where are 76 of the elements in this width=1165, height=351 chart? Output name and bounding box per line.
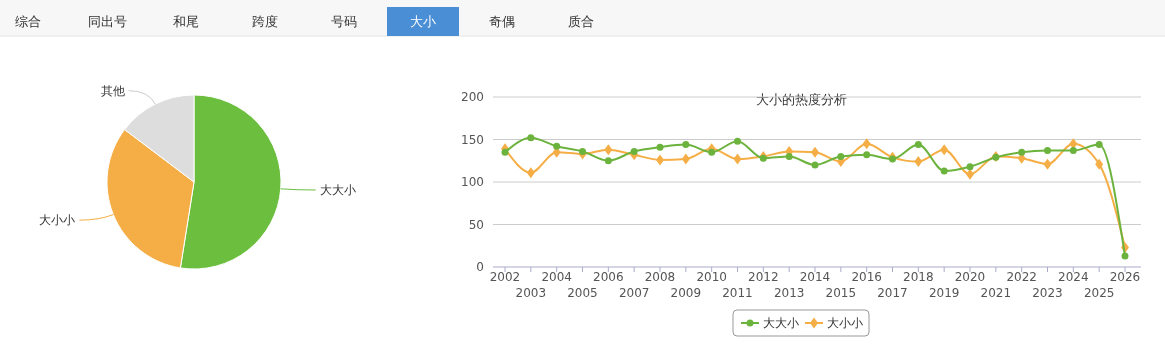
point	[914, 156, 923, 168]
category-label: 和尾	[173, 14, 199, 29]
x-tick-label: 2024	[1058, 270, 1089, 284]
x-tick-label: 2010	[696, 270, 727, 284]
point	[604, 157, 612, 165]
slice-label: 大大小	[319, 183, 356, 197]
x-tick-label: 2002	[489, 270, 521, 284]
point	[734, 137, 741, 145]
point	[889, 155, 896, 163]
slice-label: 其他	[100, 83, 125, 98]
point	[1095, 158, 1104, 170]
x-tick-label: 2006	[593, 270, 624, 284]
x-tick-label: 2011	[722, 286, 753, 300]
point	[656, 143, 664, 151]
point	[863, 151, 871, 159]
point	[526, 167, 535, 179]
x-tick-label: 2017	[877, 286, 908, 300]
x-tick-label: 2019	[928, 286, 960, 300]
category-label: 综合	[15, 14, 41, 29]
point	[682, 141, 690, 149]
y-tick-label: 200	[461, 90, 484, 104]
point	[811, 161, 819, 169]
point	[527, 134, 535, 142]
point	[914, 141, 922, 149]
category-label: 质合	[568, 14, 594, 29]
x-tick-label: 2013	[773, 286, 805, 300]
x-tick-label: 2004	[541, 270, 572, 284]
point	[785, 153, 793, 160]
x-tick-label: 2020	[954, 270, 986, 284]
x-tick-label: 2003	[515, 286, 547, 300]
category-label: 同出号	[87, 14, 127, 29]
point	[837, 153, 845, 160]
point	[681, 153, 690, 165]
x-tick-label: 2008	[644, 270, 676, 284]
y-tick-label: 50	[468, 217, 484, 232]
x-tick-label: 2016	[851, 270, 882, 284]
x-tick-label: 2005	[567, 286, 598, 300]
point	[862, 138, 871, 150]
point	[1018, 148, 1026, 156]
x-tick-label: 2009	[670, 286, 702, 300]
x-tick-label: 2022	[1006, 270, 1037, 284]
point	[579, 147, 586, 155]
point	[630, 147, 638, 155]
x-tick-label: 2015	[825, 286, 857, 300]
x-tick-label: 2012	[748, 270, 779, 284]
chart-title: 大小的热度分析	[755, 92, 847, 107]
y-tick-label: 150	[461, 132, 484, 147]
point	[708, 148, 716, 156]
point	[553, 142, 561, 150]
y-tick-label: 100	[461, 175, 484, 189]
category-label: 号码	[331, 14, 357, 29]
x-tick-label: 2023	[1032, 286, 1063, 300]
x-tick-label: 2018	[903, 270, 934, 284]
point	[1069, 147, 1077, 155]
legend-label: 大小小	[827, 316, 863, 330]
point	[966, 163, 974, 171]
category-label: 奇偶	[489, 14, 515, 29]
point	[604, 144, 613, 156]
x-tick-label: 2014	[799, 270, 831, 284]
point	[940, 144, 949, 156]
x-tick-label: 2026	[1109, 270, 1141, 284]
point	[1095, 141, 1103, 149]
y-tick-label: 0	[476, 260, 484, 274]
point	[1043, 158, 1052, 170]
point	[733, 153, 742, 165]
point	[1044, 147, 1051, 155]
x-tick-label: 2007	[618, 286, 650, 300]
x-tick-label: 2021	[980, 286, 1012, 300]
category-label: 跨度	[252, 14, 278, 29]
x-tick-label: 2025	[1083, 286, 1115, 300]
category-label: 大小	[410, 14, 436, 29]
slice-label: 大小小	[39, 213, 76, 228]
point	[940, 167, 948, 175]
point	[1121, 252, 1129, 260]
legend-label: 大大小	[763, 316, 799, 330]
point	[501, 148, 509, 156]
